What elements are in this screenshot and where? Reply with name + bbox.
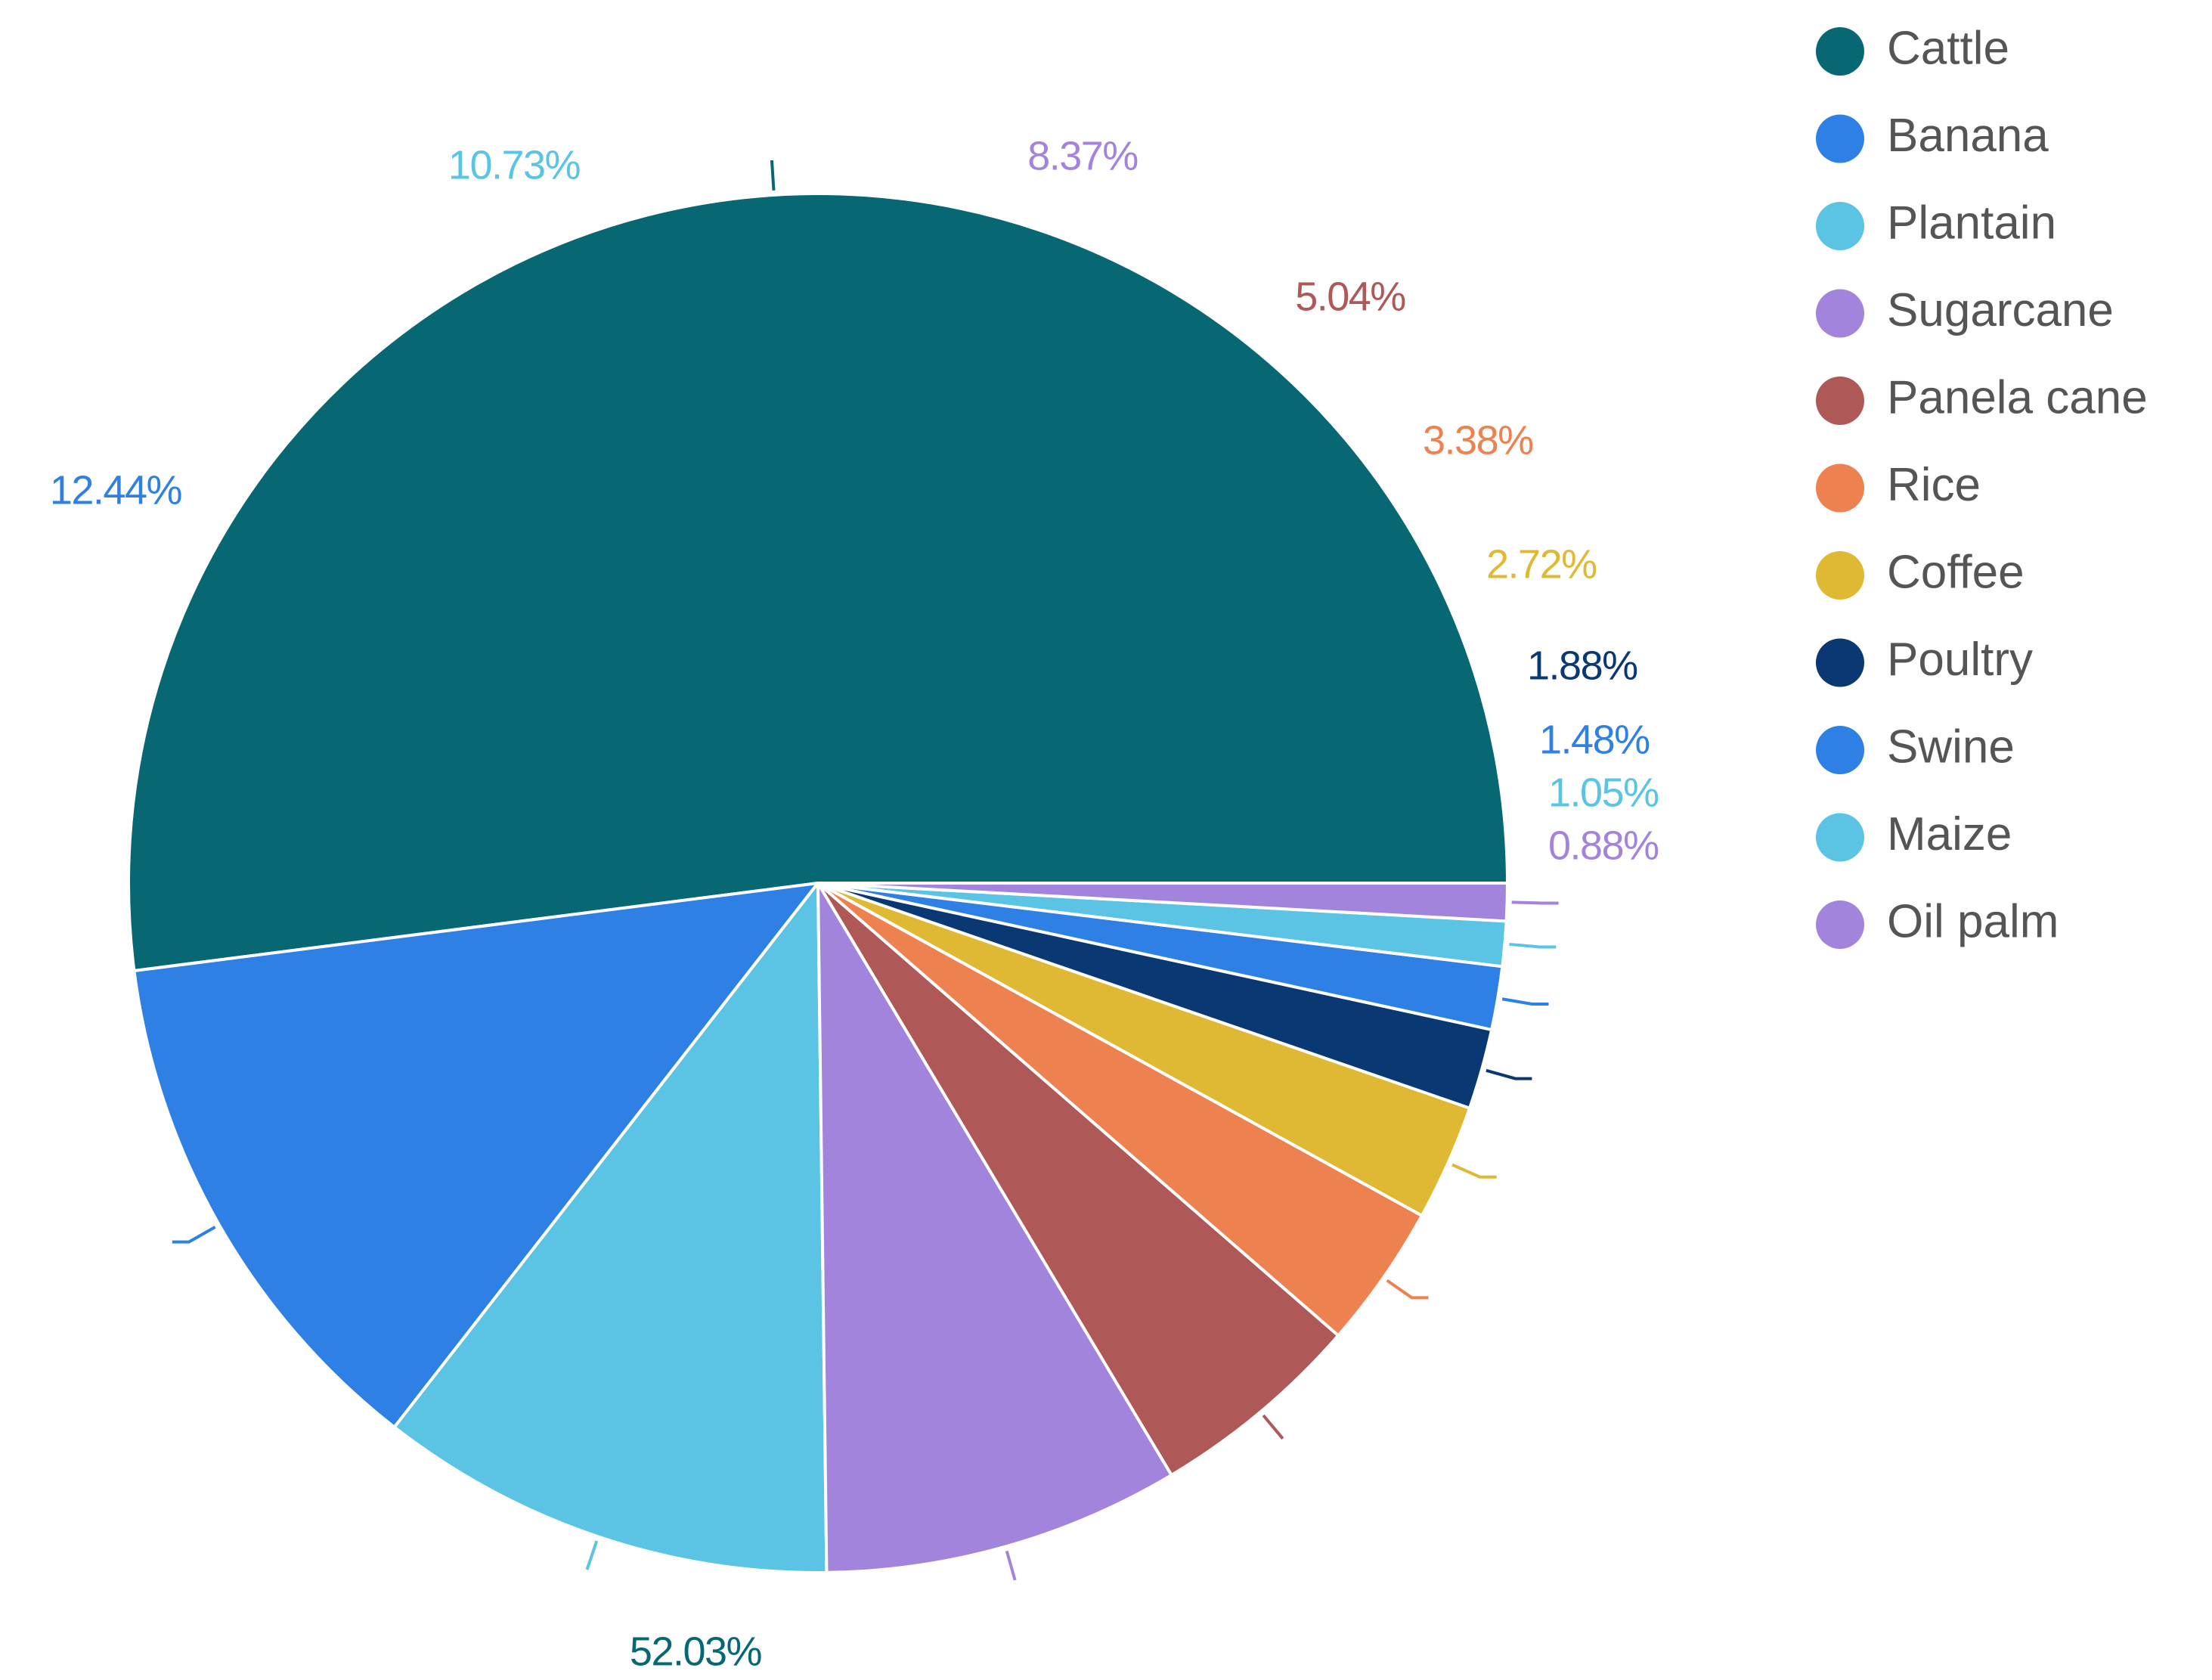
legend-item-swine[interactable]: Swine	[1816, 721, 2015, 774]
legend-swatch-rice	[1816, 463, 1864, 513]
legend-swatch-plantain	[1816, 202, 1864, 250]
legend-item-poultry[interactable]: Poultry	[1816, 634, 2033, 687]
pie-slice-cattle	[127, 192, 1509, 973]
leader-line-cattle	[770, 160, 776, 191]
legend-label-swine: Swine	[1887, 721, 2015, 773]
data-label-swine: 1.48%	[1539, 717, 1650, 762]
data-label-rice: 3.38%	[1423, 417, 1533, 463]
pie-slice-panela-cane	[816, 882, 1340, 1477]
legend-swatch-maize	[1816, 813, 1864, 862]
legend-label-sugarcane: Sugarcane	[1887, 284, 2114, 336]
legend-label-coffee: Coffee	[1887, 546, 2025, 598]
legend-item-panela-cane[interactable]: Panela cane	[1816, 371, 2148, 425]
legend-label-panela-cane: Panela cane	[1887, 371, 2148, 423]
legend-item-banana[interactable]: Banana	[1816, 110, 2049, 163]
pie-slice-plantain	[392, 882, 829, 1574]
pie-slice-banana	[132, 882, 819, 1429]
legend: Cattle Banana Plantain Sugarcane Panela cane…	[1816, 22, 2148, 949]
legend-swatch-coffee	[1816, 551, 1864, 600]
legend-label-rice: Rice	[1887, 459, 1981, 511]
data-label-banana: 12.44%	[50, 467, 182, 513]
leader-line-rice	[1386, 1279, 1429, 1300]
legend-swatch-oil-palm	[1816, 900, 1864, 949]
legend-label-cattle: Cattle	[1887, 22, 2009, 74]
legend-swatch-sugarcane	[1816, 289, 1864, 338]
legend-item-oil-palm[interactable]: Oil palm	[1816, 895, 2059, 949]
pie-slice-oil-palm	[816, 882, 1510, 923]
leader-line-maize	[1509, 942, 1557, 949]
data-label-plantain: 10.73%	[448, 142, 581, 188]
legend-item-maize[interactable]: Maize	[1816, 808, 2012, 862]
leader-line-banana	[172, 1226, 216, 1244]
legend-label-maize: Maize	[1887, 808, 2012, 860]
data-label-panela-cane: 5.04%	[1295, 274, 1405, 319]
label-leader-lines	[172, 160, 1559, 1581]
data-label-cattle: 52.03%	[630, 1629, 762, 1674]
legend-label-banana: Banana	[1887, 110, 2049, 162]
leader-line-coffee	[1451, 1163, 1497, 1179]
leader-line-sugarcane	[1005, 1550, 1017, 1581]
legend-swatch-banana	[1816, 114, 1864, 163]
slice-labels: 52.03% 12.44% 10.73% 8.37% 5.04% 3.38% 2.72% 1.…	[50, 133, 1660, 1674]
data-label-coffee: 2.72%	[1486, 541, 1597, 587]
data-label-maize: 1.05%	[1548, 770, 1659, 815]
pie-slice-sugarcane	[816, 882, 1173, 1574]
data-label-oil-palm: 0.88%	[1548, 823, 1659, 868]
legend-item-plantain[interactable]: Plantain	[1816, 197, 2056, 250]
legend-item-sugarcane[interactable]: Sugarcane	[1816, 284, 2114, 338]
leader-line-swine	[1501, 997, 1549, 1006]
legend-swatch-poultry	[1816, 638, 1864, 687]
legend-item-rice[interactable]: Rice	[1816, 459, 1981, 513]
leader-line-poultry	[1486, 1068, 1532, 1080]
pie-slices	[127, 192, 1510, 1574]
leader-line-plantain	[585, 1540, 599, 1570]
legend-label-poultry: Poultry	[1887, 634, 2033, 686]
legend-swatch-panela-cane	[1816, 377, 1864, 425]
data-label-sugarcane: 8.37%	[1027, 133, 1138, 178]
legend-item-cattle[interactable]: Cattle	[1816, 22, 2009, 76]
leader-line-oil-palm	[1511, 900, 1559, 905]
legend-swatch-swine	[1816, 726, 1864, 774]
legend-label-oil-palm: Oil palm	[1887, 895, 2059, 947]
leader-line-panela-cane	[1262, 1414, 1284, 1440]
legend-label-plantain: Plantain	[1887, 197, 2056, 249]
legend-swatch-cattle	[1816, 27, 1864, 76]
legend-item-coffee[interactable]: Coffee	[1816, 546, 2025, 600]
data-label-poultry: 1.88%	[1527, 643, 1637, 688]
